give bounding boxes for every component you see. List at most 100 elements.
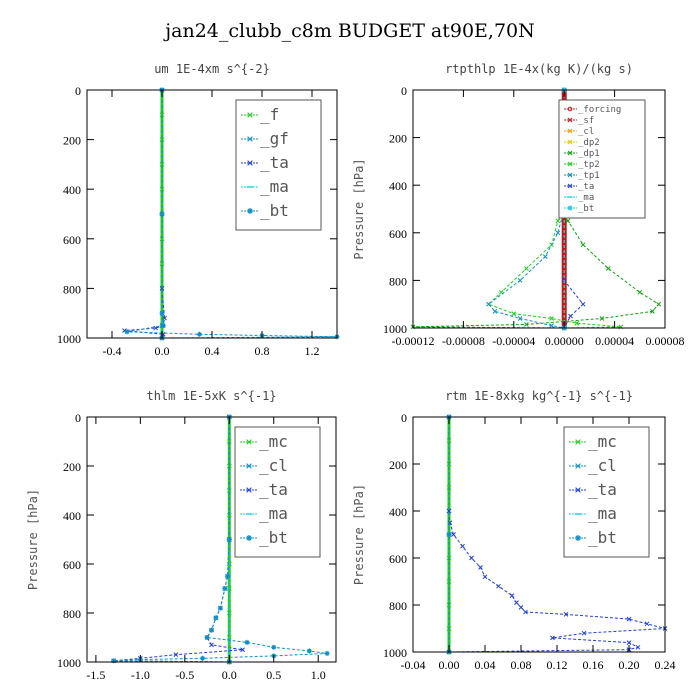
x-tick-label: -0.00012 xyxy=(392,334,435,348)
x-tick-label: 1.0 xyxy=(311,668,326,682)
data-point xyxy=(324,650,330,656)
data-point xyxy=(567,117,573,123)
y-tick-label: 200 xyxy=(63,134,81,148)
data-point xyxy=(549,323,554,328)
data-point xyxy=(492,308,498,314)
data-point xyxy=(524,266,529,271)
data-point xyxy=(247,160,253,166)
x-tick-label: 0.00 xyxy=(439,658,460,672)
x-tick-label: 0.00004 xyxy=(595,334,634,348)
x-tick-label: 1.2 xyxy=(305,344,320,358)
x-tick-label: 0.5 xyxy=(266,668,281,682)
data-point xyxy=(197,331,202,337)
x-tick-label: 0.0 xyxy=(155,344,170,358)
y-tick-label: 1000 xyxy=(57,656,81,670)
data-point xyxy=(460,543,465,549)
legend-label: _ta xyxy=(260,153,289,172)
y-tick-label: 200 xyxy=(63,460,81,474)
legend: _f _gf _ta _ma _bt xyxy=(235,99,322,231)
data-point xyxy=(246,487,252,493)
legend-label: _mc xyxy=(588,432,617,451)
y-tick-label: 600 xyxy=(63,558,81,572)
data-point xyxy=(496,583,501,589)
y-tick-label: 200 xyxy=(389,458,407,472)
y-tick-label: 1000 xyxy=(57,332,81,346)
x-tick-label: 0.0 xyxy=(222,668,237,682)
data-point xyxy=(124,329,130,335)
data-point xyxy=(517,278,523,283)
data-point xyxy=(159,236,165,242)
legend-label: _bt xyxy=(588,528,617,547)
data-point xyxy=(240,647,245,653)
legend-label: _cl xyxy=(259,456,288,475)
panel-title: rtm 1E-8xkg kg^{-1} s^{-1} xyxy=(445,389,633,403)
y-tick-label: 800 xyxy=(389,599,407,613)
legend-label: _tp1 xyxy=(578,171,600,181)
x-tick-label: -1.5 xyxy=(86,668,105,682)
legend-label: _forcing xyxy=(578,105,621,115)
y-tick-label: 200 xyxy=(389,132,407,146)
x-tick-label: -0.4 xyxy=(103,344,122,358)
data-point xyxy=(159,211,165,217)
legend-label: _ma xyxy=(588,504,617,523)
data-point xyxy=(247,136,253,142)
y-tick-label: 600 xyxy=(389,227,407,241)
data-point xyxy=(523,609,528,615)
data-point xyxy=(469,555,474,561)
series-group xyxy=(446,414,668,655)
legend-label: _cl xyxy=(588,456,617,475)
data-point xyxy=(246,439,252,445)
plot-frame xyxy=(412,89,666,329)
data-point xyxy=(599,316,605,321)
series-line xyxy=(412,90,660,329)
y-tick-label: 400 xyxy=(389,179,407,193)
legend-label: _bt xyxy=(578,204,594,214)
legend-box xyxy=(558,99,646,219)
data-point xyxy=(226,463,232,469)
legend-label: _ma xyxy=(260,177,289,196)
data-point xyxy=(517,316,523,321)
y-tick-label: 800 xyxy=(63,282,81,296)
data-point xyxy=(575,463,581,469)
data-point xyxy=(159,112,165,118)
data-point xyxy=(567,161,573,167)
data-point xyxy=(244,639,250,645)
data-point xyxy=(567,139,573,145)
legend-label: _ta xyxy=(259,480,288,499)
data-point xyxy=(226,488,232,493)
y-axis-label: Pressure [hPa] xyxy=(26,489,40,590)
data-point xyxy=(549,316,554,321)
plot-frame xyxy=(412,416,666,653)
data-point xyxy=(159,261,165,266)
data-point xyxy=(446,579,452,584)
series-line xyxy=(487,90,565,329)
legend-label: _f xyxy=(260,105,279,124)
series-line xyxy=(124,90,166,339)
chart-panel-4: rtm 1E-8xkg kg^{-1} s^{-1} Pressure [hPa]… xyxy=(352,389,676,672)
data-point xyxy=(650,308,655,314)
data-point xyxy=(159,162,165,167)
data-point xyxy=(478,565,483,570)
data-point xyxy=(247,208,253,214)
x-tick-label: -0.00004 xyxy=(492,334,535,348)
data-point xyxy=(162,315,167,321)
data-point xyxy=(446,438,452,443)
data-point xyxy=(635,644,641,650)
y-tick-label: 600 xyxy=(63,233,81,247)
x-tick-label: -0.00008 xyxy=(442,334,485,348)
panel-title: rtpthlp 1E-4x(kg K)/(kg s) xyxy=(445,62,633,76)
data-point xyxy=(567,205,573,211)
legend-label: _dp2 xyxy=(578,138,600,148)
legend-label: _ma xyxy=(259,504,288,523)
y-tick-label: 0 xyxy=(401,411,407,425)
panel-title: um 1E-4xm s^{-2} xyxy=(154,62,270,76)
data-point xyxy=(213,615,219,621)
y-axis-label: Pressure [hPa] xyxy=(352,484,366,585)
data-point xyxy=(200,655,206,661)
y-tick-label: 0 xyxy=(75,84,81,98)
series-line xyxy=(487,90,621,329)
y-tick-label: 800 xyxy=(63,607,81,621)
x-tick-label: 0.16 xyxy=(583,658,604,672)
data-point xyxy=(209,627,214,633)
data-point xyxy=(247,112,253,118)
